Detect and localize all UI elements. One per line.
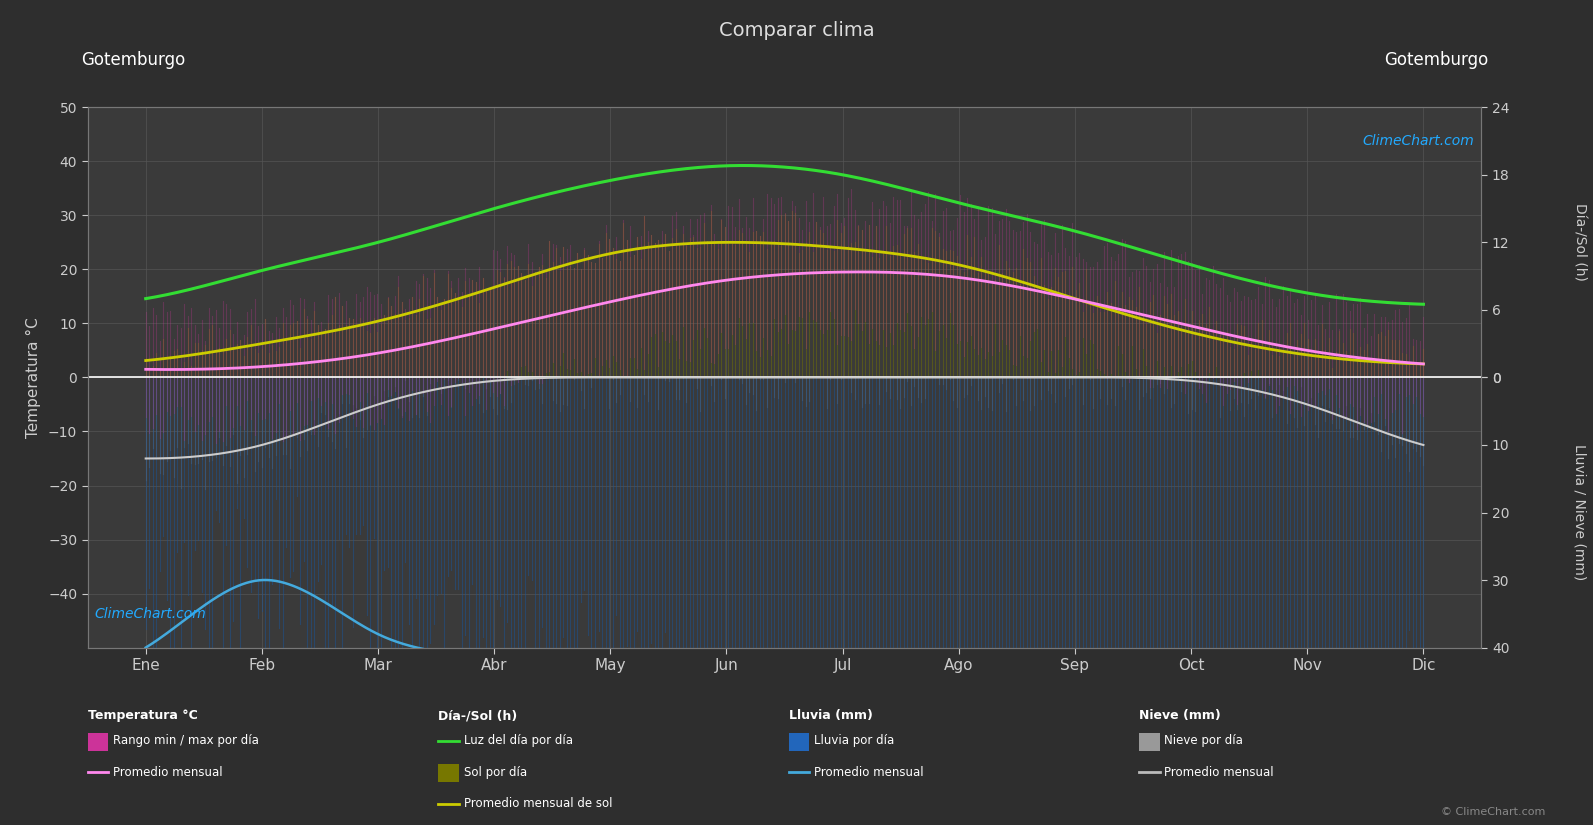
Text: Día-/Sol (h): Día-/Sol (h) [1572, 204, 1587, 281]
Text: Luz del día por día: Luz del día por día [464, 734, 572, 747]
Text: Lluvia / Nieve (mm): Lluvia / Nieve (mm) [1572, 445, 1587, 581]
Text: Nieve por día: Nieve por día [1164, 734, 1244, 747]
Text: Rango min / max por día: Rango min / max por día [113, 734, 260, 747]
Text: Gotemburgo: Gotemburgo [81, 51, 185, 69]
Text: Nieve (mm): Nieve (mm) [1139, 710, 1220, 723]
Text: Gotemburgo: Gotemburgo [1384, 51, 1488, 69]
Text: Lluvia (mm): Lluvia (mm) [789, 710, 873, 723]
Text: © ClimeChart.com: © ClimeChart.com [1440, 807, 1545, 817]
Text: Promedio mensual: Promedio mensual [1164, 766, 1274, 779]
Text: Lluvia por día: Lluvia por día [814, 734, 894, 747]
Text: Promedio mensual: Promedio mensual [113, 766, 223, 779]
Text: Promedio mensual de sol: Promedio mensual de sol [464, 797, 612, 810]
Text: ClimeChart.com: ClimeChart.com [94, 606, 207, 620]
Text: Sol por día: Sol por día [464, 766, 527, 779]
Text: ClimeChart.com: ClimeChart.com [1362, 134, 1475, 148]
Text: Día-/Sol (h): Día-/Sol (h) [438, 710, 518, 723]
Text: Temperatura °C: Temperatura °C [88, 710, 198, 723]
Text: Comparar clima: Comparar clima [718, 21, 875, 40]
Y-axis label: Temperatura °C: Temperatura °C [25, 317, 41, 438]
Text: Promedio mensual: Promedio mensual [814, 766, 924, 779]
